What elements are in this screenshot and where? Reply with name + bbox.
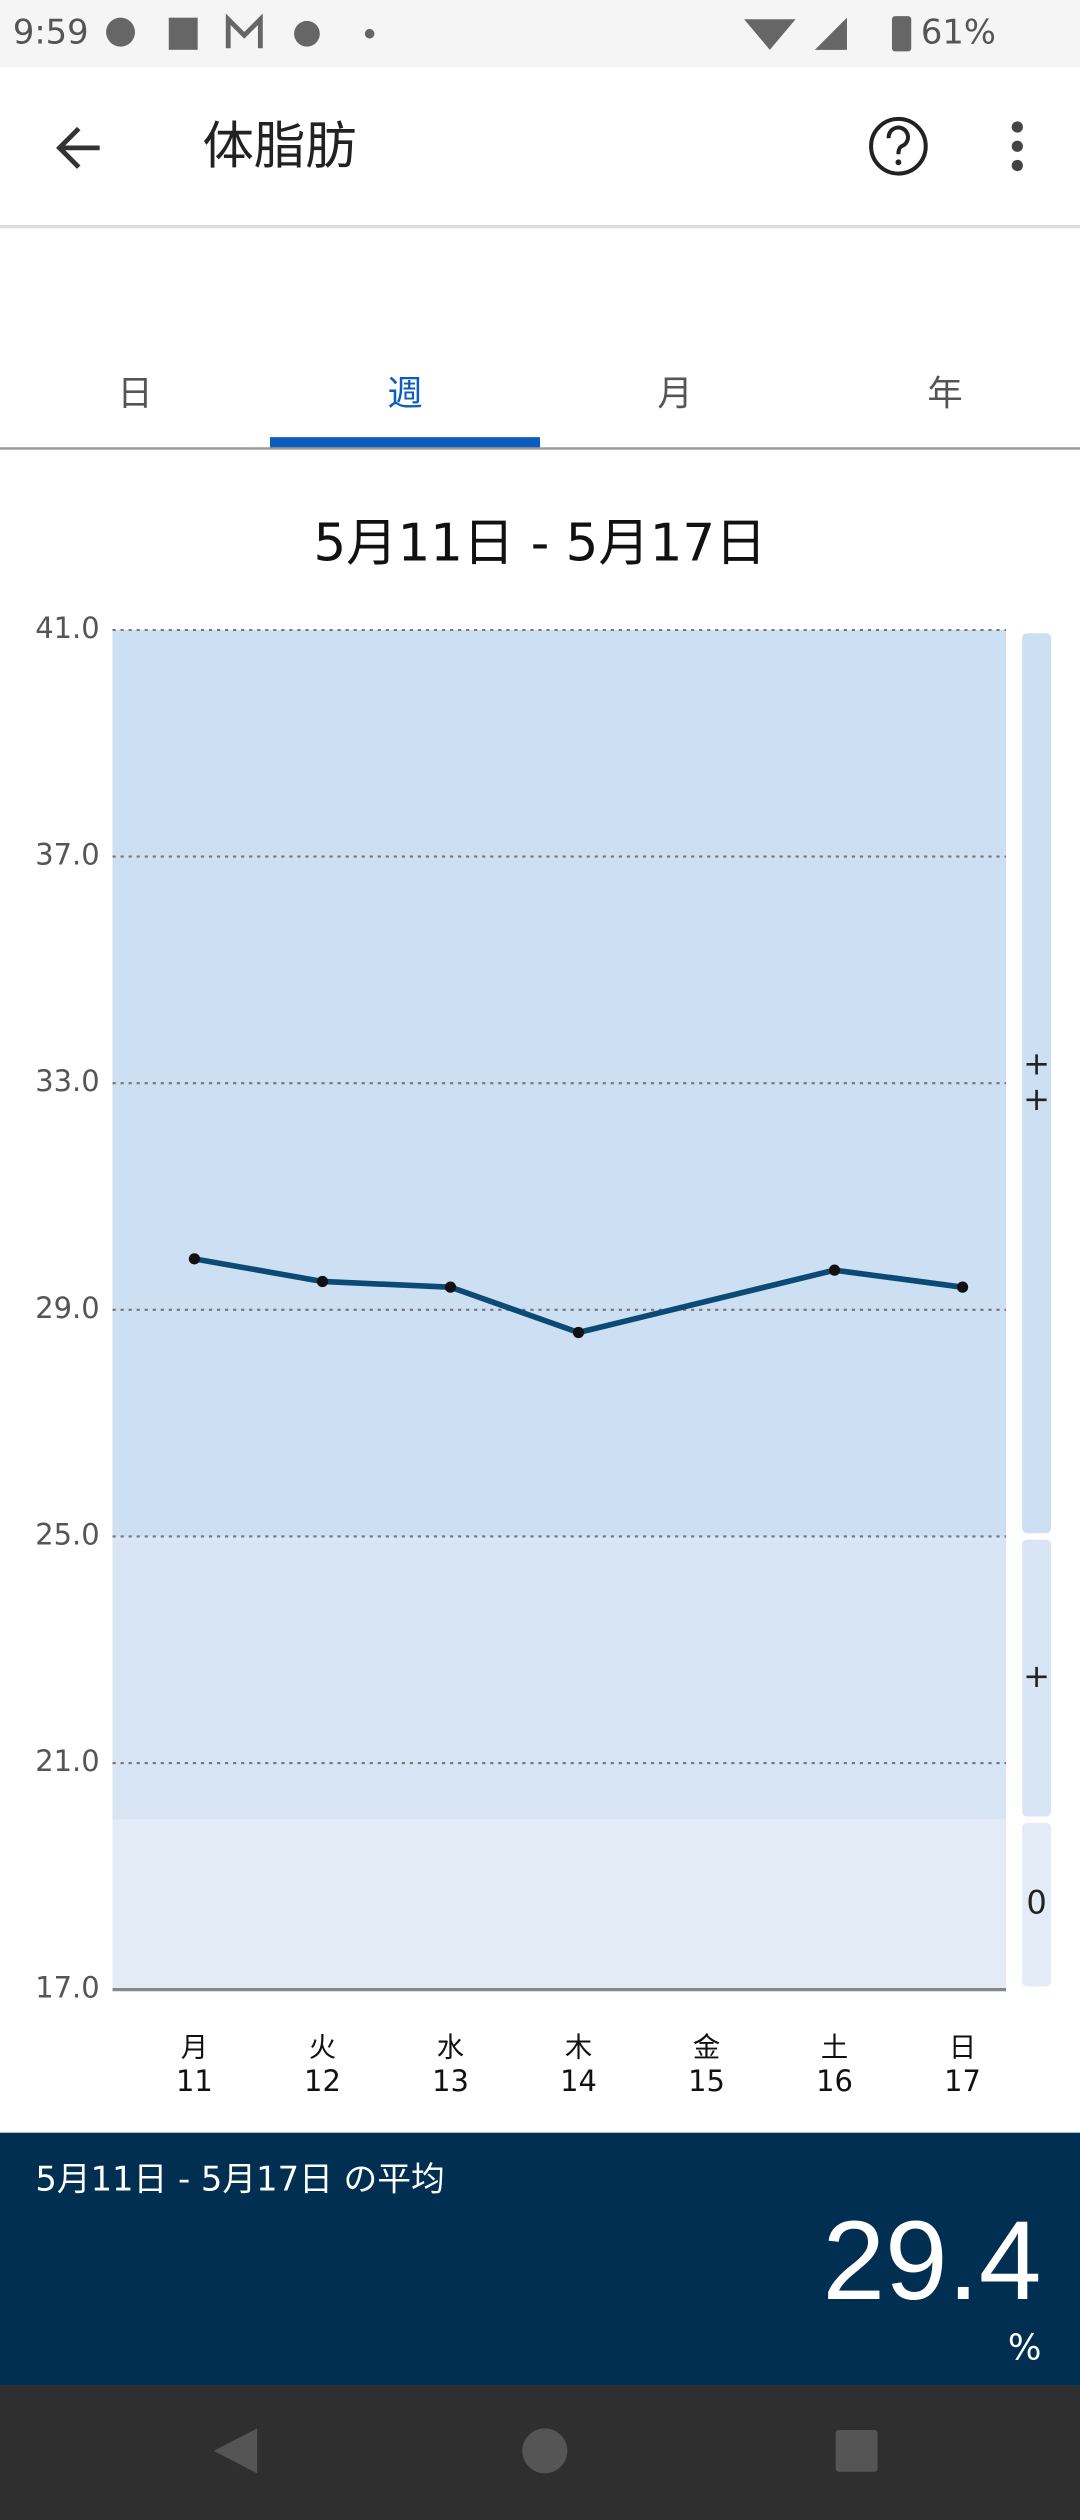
status-bar <box>0 0 1080 68</box>
x-tick-label: 12 <box>304 2064 341 2098</box>
help-button[interactable] <box>869 116 928 176</box>
menu-dot <box>1011 121 1023 133</box>
x-tick-weekday: 土 <box>821 2033 848 2064</box>
level-label: + <box>1023 1657 1050 1695</box>
x-tick-weekday: 日 <box>949 2033 976 2064</box>
y-tick-label: 21.0 <box>35 1744 99 1778</box>
help-dot <box>895 159 902 166</box>
x-tick-label: 13 <box>432 2064 469 2098</box>
x-tick-label: 16 <box>816 2064 853 2098</box>
status-icon <box>106 17 135 47</box>
status-battery-text: 61% <box>921 12 996 51</box>
summary-value: 29.4 <box>822 2197 1041 2323</box>
app-title: 体脂肪 <box>203 116 357 176</box>
y-tick-label: 25.0 <box>35 1517 99 1551</box>
x-tick-weekday: 木 <box>565 2033 592 2064</box>
status-time: 9:59 <box>13 12 89 51</box>
chart: 0++ +17.021.025.029.033.037.041.0月11火12水1… <box>35 611 1052 2098</box>
status-icon <box>225 13 263 49</box>
status-icon <box>294 20 320 47</box>
nav-recent[interactable] <box>835 2430 878 2472</box>
level-label: + + <box>1023 1045 1050 1118</box>
status-wifi <box>744 19 796 50</box>
data-line <box>193 1256 963 1336</box>
y-tick-label: 33.0 <box>35 1064 99 1098</box>
data-point <box>828 1264 841 1276</box>
tab[interactable]: 週 <box>387 373 422 414</box>
chart-title: 5月11日 - 5月17日 <box>313 513 766 573</box>
app-bar <box>0 67 1080 225</box>
x-tick-label: 15 <box>688 2064 725 2098</box>
tab[interactable]: 日 <box>117 373 152 414</box>
data-point <box>444 1281 457 1293</box>
level-strip <box>1022 1539 1052 1817</box>
x-tick-weekday: 金 <box>693 2033 720 2064</box>
level-strip <box>1022 1822 1052 1987</box>
x-tick-weekday: 水 <box>437 2033 464 2064</box>
data-point <box>572 1326 585 1339</box>
back-button[interactable] <box>56 126 100 169</box>
tab-indicator <box>270 437 540 449</box>
x-tick-weekday: 火 <box>309 2033 336 2064</box>
y-tick-label: 41.0 <box>35 611 99 645</box>
x-tick-label: 17 <box>944 2064 981 2098</box>
help-mark <box>886 125 910 155</box>
help-circle <box>869 116 928 176</box>
level-strip <box>1022 633 1052 1534</box>
tab[interactable]: 年 <box>927 373 962 414</box>
menu-button[interactable] <box>1011 121 1023 172</box>
tab[interactable]: 月 <box>657 373 692 414</box>
data-point <box>956 1281 969 1293</box>
x-tick-label: 14 <box>560 2064 597 2098</box>
menu-dot <box>1011 159 1023 172</box>
band <box>112 1819 1007 1990</box>
data-point <box>316 1275 329 1288</box>
band <box>112 1536 1007 1820</box>
y-tick-label: 17.0 <box>35 1971 99 2005</box>
summary-label: 5月11日 - 5月17日 の平均 <box>35 2159 444 2198</box>
y-tick-label: 29.0 <box>35 1291 99 1325</box>
status-icon <box>168 17 198 50</box>
x-tick-label: 11 <box>176 2064 213 2098</box>
summary-panel <box>0 2132 1080 2385</box>
status-icon <box>364 28 375 39</box>
level-label: 0 <box>1026 1884 1046 1922</box>
menu-dot <box>1011 140 1023 152</box>
y-tick-label: 37.0 <box>35 838 99 872</box>
data-point <box>188 1253 201 1265</box>
x-tick-weekday: 月 <box>181 2033 208 2064</box>
status-battery <box>891 16 912 52</box>
nav-back[interactable] <box>213 2428 258 2474</box>
band <box>112 630 1007 1537</box>
tabs: 日週月年 <box>117 373 963 449</box>
nav-home[interactable] <box>522 2428 568 2474</box>
summary-unit: % <box>1008 2328 1042 2369</box>
